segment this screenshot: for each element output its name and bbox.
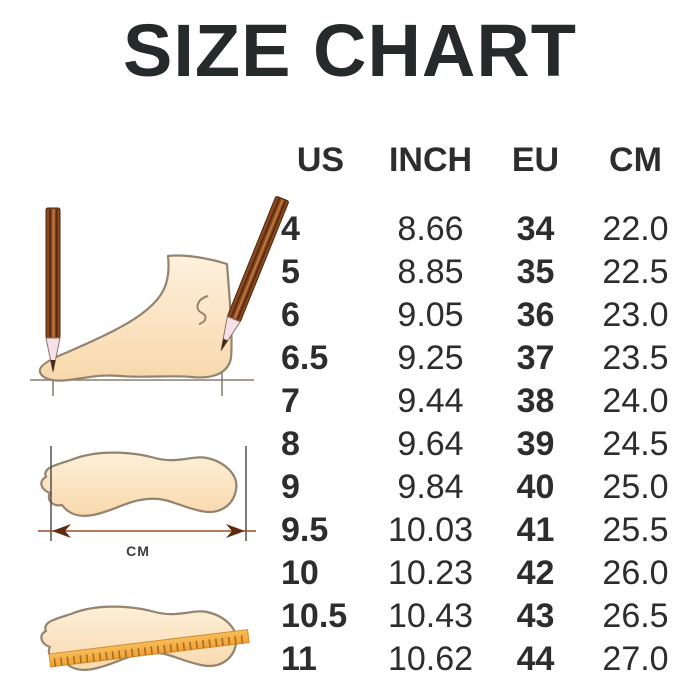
size-row: 4 8.66 34 22.0 xyxy=(263,208,683,251)
size-cell-cm: 26.5 xyxy=(602,597,669,635)
footprint-icon xyxy=(40,451,238,517)
size-row: 8 9.64 39 24.5 xyxy=(263,423,683,466)
header-row: US INCH EU CM xyxy=(263,140,683,208)
size-cell-inch: 8.85 xyxy=(397,253,464,291)
size-table-body: 4 8.66 34 22.0 5 8.85 35 22.5 6 9.05 36 23.0 6.5 9.25… xyxy=(263,208,683,681)
size-cell-us: 8 xyxy=(281,425,300,463)
size-cell-eu: 41 xyxy=(516,511,555,549)
column-header-cm: CM xyxy=(609,141,662,179)
size-cell-cm: 24.0 xyxy=(602,382,669,420)
size-cell-cm: 25.0 xyxy=(602,468,669,506)
size-chart-table: US INCH EU CM 4 8.66 34 22.0 5 8.85 35 22.5 6 9.0… xyxy=(263,140,683,681)
foot-side-measure-illustration xyxy=(30,195,290,396)
size-cell-inch: 10.62 xyxy=(387,640,474,678)
size-cell-cm: 22.0 xyxy=(602,210,669,248)
size-cell-eu: 42 xyxy=(516,554,555,592)
size-cell-us: 10.5 xyxy=(281,597,348,635)
column-header-inch: INCH xyxy=(388,141,473,179)
size-cell-us: 10 xyxy=(281,554,319,592)
size-cell-inch: 10.43 xyxy=(387,597,474,635)
size-cell-eu: 38 xyxy=(516,382,555,420)
size-cell-eu: 40 xyxy=(516,468,555,506)
pencil-icon xyxy=(45,207,61,373)
size-row: 10.5 10.43 43 26.5 xyxy=(263,595,683,638)
size-cell-inch: 9.84 xyxy=(397,468,464,506)
size-table-header: US INCH EU CM xyxy=(263,140,683,208)
size-cell-eu: 34 xyxy=(516,210,555,248)
size-cell-us: 9.5 xyxy=(281,511,329,549)
size-cell-cm: 27.0 xyxy=(602,640,669,678)
size-row: 7 9.44 38 24.0 xyxy=(263,380,683,423)
ankle-curve xyxy=(196,295,209,325)
size-cell-cm: 26.0 xyxy=(602,554,669,592)
footprint-ruler-illustration xyxy=(40,605,250,671)
size-row: 5 8.85 35 22.5 xyxy=(263,251,683,294)
size-cell-inch: 9.44 xyxy=(397,382,464,420)
size-cell-eu: 39 xyxy=(516,425,555,463)
size-cell-us: 6 xyxy=(281,296,300,334)
size-cell-eu: 36 xyxy=(516,296,555,334)
size-cell-us: 7 xyxy=(281,382,300,420)
size-cell-cm: 23.5 xyxy=(602,339,669,377)
size-cell-us: 9 xyxy=(281,468,300,506)
size-row: 9 9.84 40 25.0 xyxy=(263,466,683,509)
size-row: 6.5 9.25 37 23.5 xyxy=(263,337,683,380)
size-cell-us: 11 xyxy=(281,640,317,678)
size-row: 11 10.62 44 27.0 xyxy=(263,638,683,681)
size-cell-inch: 8.66 xyxy=(397,210,464,248)
size-cell-us: 4 xyxy=(281,210,300,248)
foot-side-icon xyxy=(38,254,233,382)
measure-arrow-icon xyxy=(38,524,256,538)
size-cell-inch: 9.05 xyxy=(397,296,464,334)
size-cell-cm: 25.5 xyxy=(602,511,669,549)
size-row: 6 9.05 36 23.0 xyxy=(263,294,683,337)
size-cell-cm: 22.5 xyxy=(602,253,669,291)
size-cell-cm: 24.5 xyxy=(602,425,669,463)
measure-unit-label: CM xyxy=(126,543,150,559)
column-header-eu: EU xyxy=(511,141,560,179)
footprint-length-illustration: CM xyxy=(38,446,256,559)
ruler-icon xyxy=(48,629,250,668)
size-cell-eu: 37 xyxy=(516,339,555,377)
size-cell-eu: 43 xyxy=(516,597,555,635)
size-cell-eu: 44 xyxy=(516,640,555,678)
size-cell-inch: 9.25 xyxy=(397,339,464,377)
size-cell-inch: 10.23 xyxy=(387,554,474,592)
page-title: SIZE CHART xyxy=(123,9,577,92)
size-cell-us: 6.5 xyxy=(281,339,329,377)
size-row: 9.5 10.03 41 25.5 xyxy=(263,509,683,552)
size-row: 10 10.23 42 26.0 xyxy=(263,552,683,595)
size-cell-inch: 10.03 xyxy=(387,511,474,549)
size-cell-cm: 23.0 xyxy=(602,296,669,334)
column-header-us: US xyxy=(296,141,345,179)
size-cell-us: 5 xyxy=(281,253,300,291)
size-cell-inch: 9.64 xyxy=(397,425,464,463)
size-cell-eu: 35 xyxy=(516,253,555,291)
